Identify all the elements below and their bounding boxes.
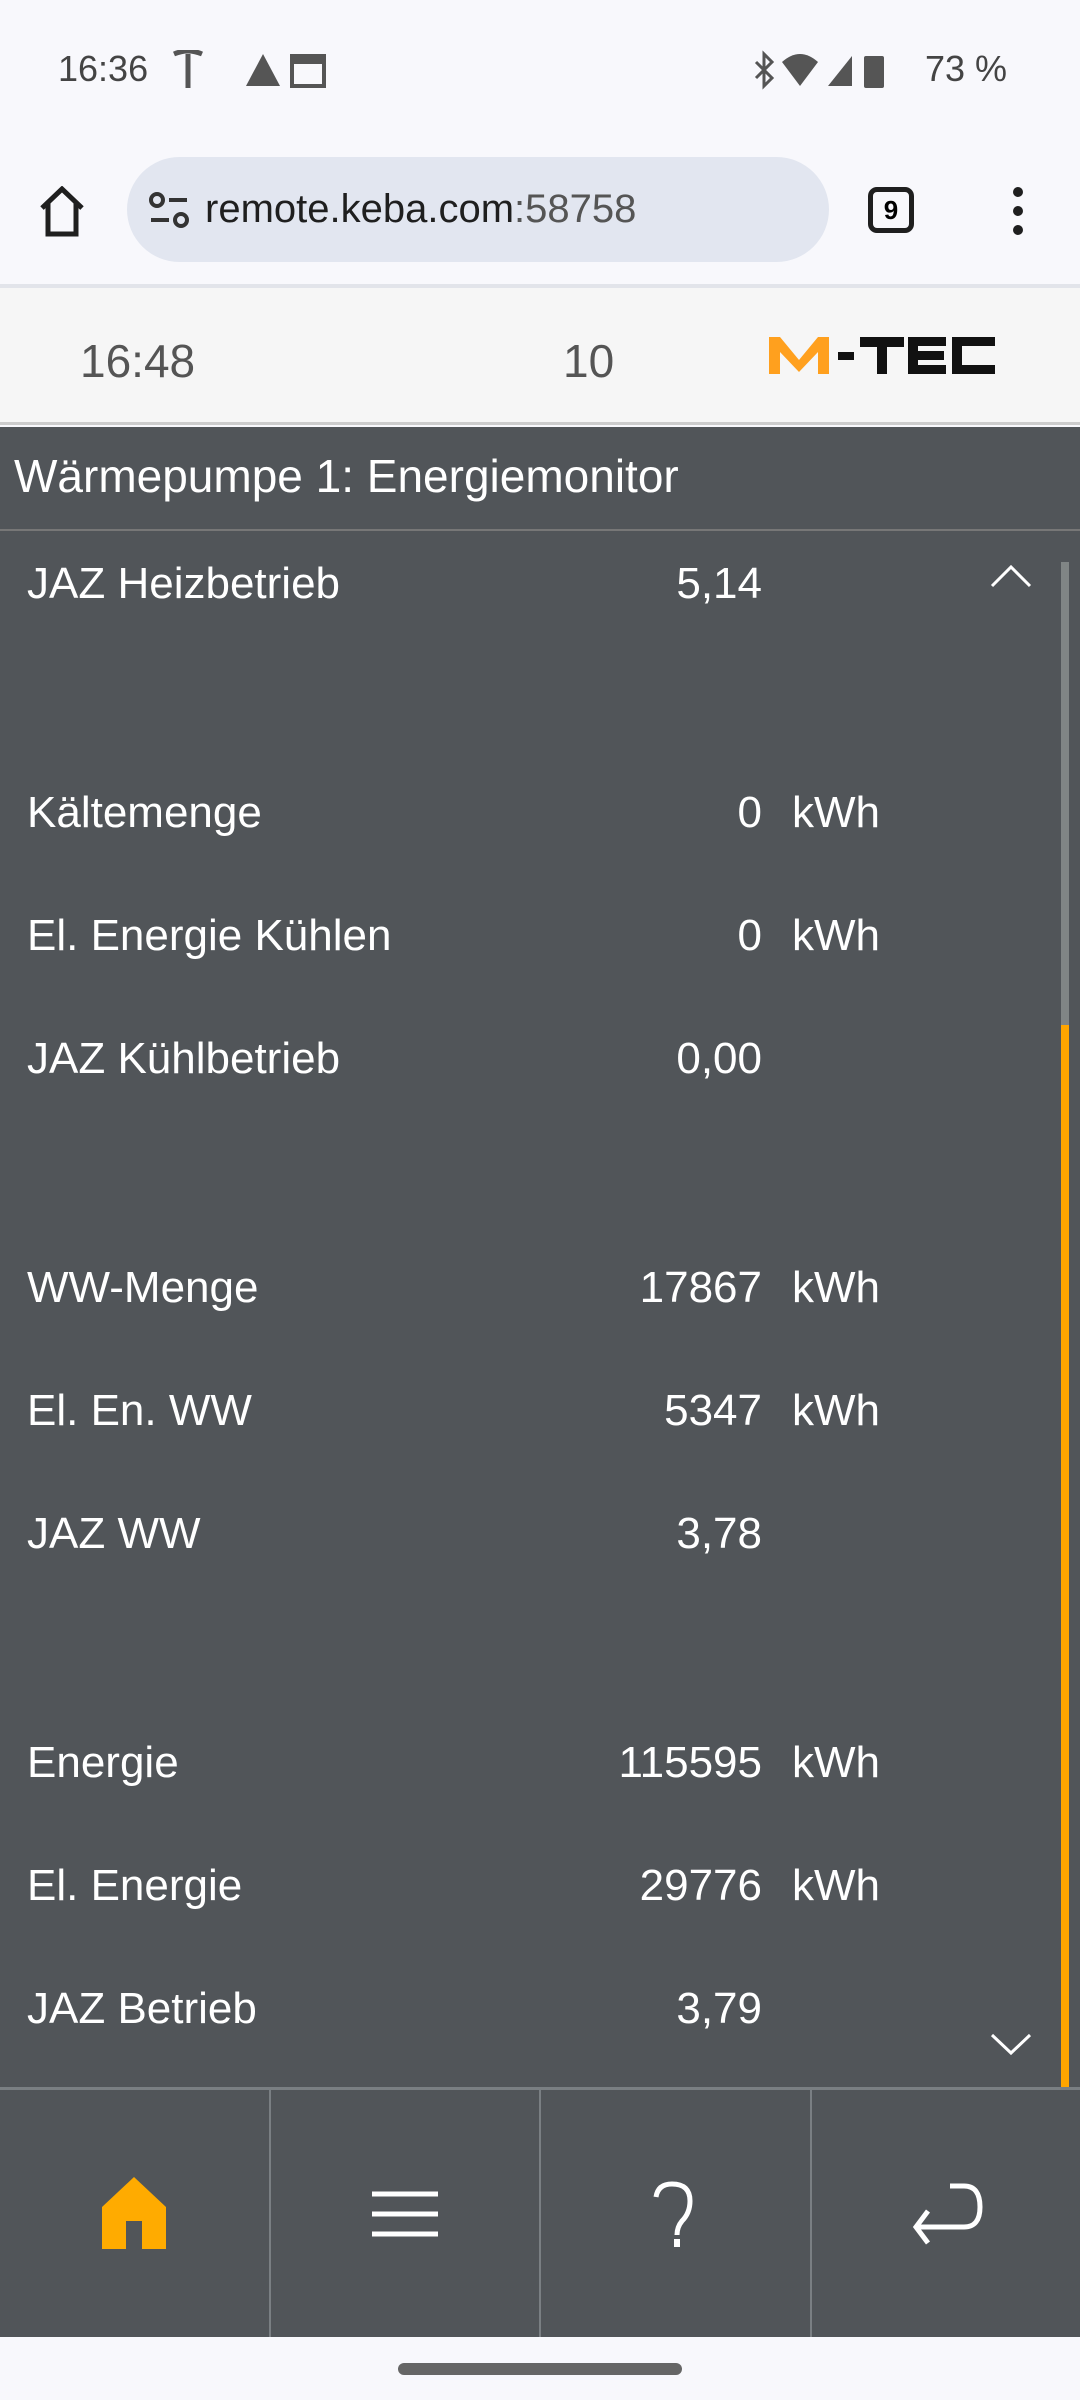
- site-settings-icon[interactable]: [147, 190, 191, 230]
- nav-back-button[interactable]: [812, 2090, 1080, 2337]
- nav-help-button[interactable]: [541, 2090, 812, 2337]
- list-item: JAZ Betrieb 3,79: [27, 1984, 762, 2033]
- scrollbar-thumb[interactable]: [1061, 1025, 1069, 2087]
- tab-count-button[interactable]: 9: [868, 187, 914, 233]
- scroll-down-icon[interactable]: [990, 2031, 1032, 2057]
- browser-toolbar: remote.keba.com:58758 9: [0, 130, 1080, 284]
- notification-icons: [173, 50, 326, 88]
- menu-icon: [371, 2191, 438, 2236]
- home-icon: [102, 2176, 167, 2249]
- help-icon: [653, 2180, 693, 2247]
- list-item: JAZ Kühlbetrieb 0,00: [27, 1034, 762, 1083]
- list-item: JAZ Heizbetrieb 5,14: [27, 559, 762, 608]
- energy-list: JAZ Heizbetrieb 5,14 Kältemenge 0 kWh El. E…: [0, 531, 1080, 2087]
- list-item: Energie 115595 kWh: [27, 1738, 880, 1787]
- back-icon: [912, 2183, 983, 2244]
- header-number: 10: [563, 335, 615, 387]
- page-title: Wärmepumpe 1: Energiemonitor: [0, 427, 1080, 531]
- list-item: WW-Menge 17867 kWh: [27, 1263, 880, 1312]
- nav-menu-button[interactable]: [271, 2090, 541, 2337]
- battery-percent: 73 %: [925, 48, 1008, 89]
- system-icons: [754, 50, 884, 90]
- list-item: El. En. WW 5347 kWh: [27, 1386, 880, 1435]
- url-host: remote.keba.com: [205, 187, 515, 231]
- m-tec-logo: [769, 337, 995, 374]
- url-port: :58758: [514, 187, 637, 231]
- list-item: El. Energie Kühlen 0 kWh: [27, 911, 880, 960]
- gesture-bar[interactable]: [398, 2363, 682, 2375]
- list-item: El. Energie 29776 kWh: [27, 1861, 880, 1910]
- status-time: 16:36: [58, 48, 149, 89]
- status-bar: 16:36 73 %: [0, 0, 1080, 130]
- nav-home-button[interactable]: [0, 2090, 271, 2337]
- more-menu-icon[interactable]: [1008, 186, 1028, 236]
- url-bar[interactable]: remote.keba.com:58758: [127, 157, 829, 262]
- header-time: 16:48: [80, 335, 196, 387]
- bottom-nav: [0, 2087, 1080, 2337]
- list-item: JAZ WW 3,78: [27, 1509, 762, 1558]
- list-item: Kältemenge 0 kWh: [27, 788, 880, 837]
- scroll-up-icon[interactable]: [990, 564, 1032, 590]
- app-header: 16:48 10: [0, 284, 1080, 425]
- home-icon[interactable]: [38, 186, 86, 238]
